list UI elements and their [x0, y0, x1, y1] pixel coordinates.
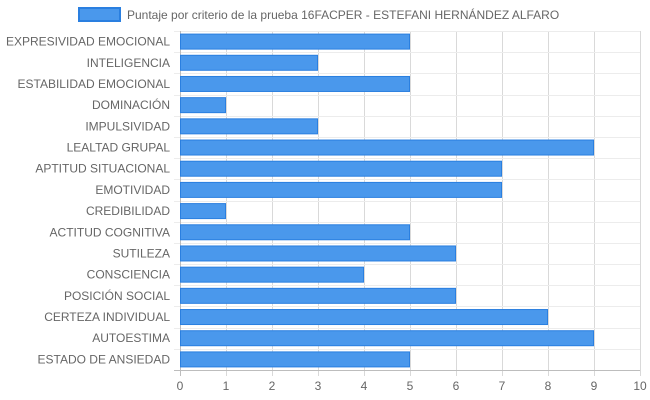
category-label: INTELIGENCIA — [87, 56, 170, 70]
category-label: IMPULSIVIDAD — [85, 119, 170, 133]
category-label: LEALTAD GRUPAL — [67, 141, 171, 155]
category-labels: EXPRESIVIDAD EMOCIONAL INTELIGENCIA ESTABI… — [6, 35, 170, 367]
category-label: CERTEZA INDIVIDUAL — [44, 310, 170, 324]
bar[interactable] — [180, 203, 226, 220]
category-label: CONSCIENCIA — [87, 268, 170, 282]
x-tick-label: 6 — [453, 379, 460, 393]
bar[interactable] — [180, 33, 410, 50]
x-tick-label: 8 — [545, 379, 552, 393]
x-tick-label: 5 — [407, 379, 414, 393]
x-tick-label: 2 — [269, 379, 276, 393]
bar[interactable] — [180, 97, 226, 114]
category-label: AUTOESTIMA — [92, 331, 170, 345]
bar[interactable] — [180, 139, 594, 156]
bar[interactable] — [180, 181, 502, 198]
category-label: EXPRESIVIDAD EMOCIONAL — [6, 35, 170, 49]
category-label: SUTILEZA — [113, 246, 170, 260]
category-label: CREDIBILIDAD — [86, 204, 170, 218]
x-tick-label: 10 — [633, 379, 647, 393]
bars — [180, 33, 594, 368]
bar[interactable] — [180, 224, 410, 241]
bar[interactable] — [180, 266, 364, 283]
legend-label[interactable]: Puntaje por criterio de la prueba 16FACP… — [127, 7, 559, 22]
x-tick-label: 9 — [591, 379, 598, 393]
category-label: ESTABILIDAD EMOCIONAL — [18, 77, 171, 91]
legend-swatch[interactable] — [78, 7, 121, 22]
bar[interactable] — [180, 245, 456, 262]
bar[interactable] — [180, 309, 548, 326]
bar[interactable] — [180, 75, 410, 92]
gridlines — [174, 31, 641, 376]
category-label: DOMINACIÓN — [92, 97, 170, 112]
x-tick-label: 3 — [315, 379, 322, 393]
x-tick-label: 4 — [361, 379, 368, 393]
legend[interactable]: Puntaje por criterio de la prueba 16FACP… — [78, 7, 559, 22]
bar[interactable] — [180, 160, 502, 177]
bar[interactable] — [180, 330, 594, 347]
x-tick-label: 7 — [499, 379, 506, 393]
category-label: ACTITUD COGNITIVA — [50, 225, 170, 239]
category-label: APTITUD SITUACIONAL — [35, 162, 170, 176]
category-label: ESTADO DE ANSIEDAD — [38, 352, 171, 366]
category-label: POSICIÓN SOCIAL — [64, 288, 170, 303]
bar[interactable] — [180, 54, 318, 71]
x-tick-labels: 0 1 2 3 4 5 6 7 8 9 10 — [177, 379, 647, 393]
bar[interactable] — [180, 351, 410, 368]
bar[interactable] — [180, 118, 318, 135]
x-tick-label: 1 — [223, 379, 230, 393]
category-label: EMOTIVIDAD — [95, 183, 170, 197]
bar[interactable] — [180, 287, 456, 304]
x-tick-label: 0 — [177, 379, 184, 393]
